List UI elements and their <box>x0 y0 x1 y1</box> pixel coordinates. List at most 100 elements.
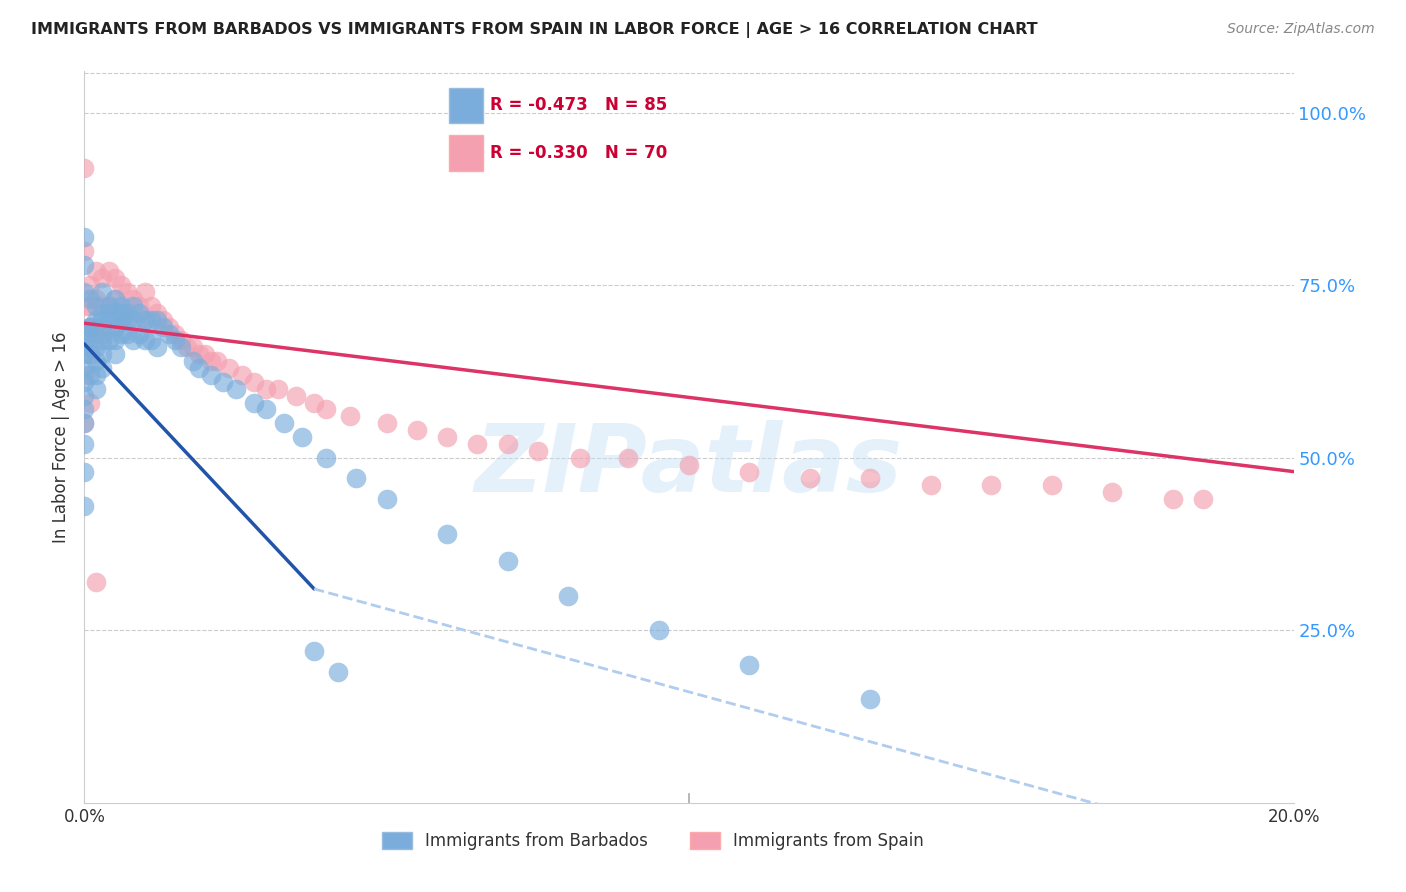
Point <box>115 285 138 300</box>
Point <box>128 326 150 341</box>
Point <box>91 334 114 348</box>
Point <box>557 589 579 603</box>
Point <box>121 312 143 326</box>
Point <box>73 326 96 341</box>
Point <box>496 554 519 568</box>
Point <box>115 312 138 326</box>
Point <box>73 465 96 479</box>
Point <box>73 340 96 354</box>
Point <box>1101 485 1123 500</box>
Point <box>181 340 204 354</box>
Point <box>104 334 127 348</box>
Point <box>212 375 235 389</box>
Point <box>104 271 127 285</box>
Point <box>194 347 217 361</box>
Point <box>91 285 114 300</box>
Point <box>73 161 96 175</box>
Point <box>91 361 114 376</box>
Point <box>738 465 761 479</box>
Point <box>231 368 253 382</box>
Point <box>91 347 114 361</box>
Point <box>110 306 132 320</box>
Text: Source: ZipAtlas.com: Source: ZipAtlas.com <box>1227 22 1375 37</box>
Point <box>146 312 169 326</box>
Point <box>104 306 127 320</box>
Point <box>73 368 96 382</box>
Point <box>859 692 882 706</box>
Point <box>86 312 108 326</box>
Point <box>79 319 101 334</box>
Point <box>91 299 114 313</box>
Point <box>91 271 114 285</box>
Point <box>436 526 458 541</box>
Point <box>738 657 761 672</box>
Point <box>315 450 337 465</box>
Point <box>104 292 127 306</box>
Point <box>139 299 162 313</box>
Point <box>79 395 101 409</box>
Point <box>104 319 127 334</box>
Point <box>104 319 127 334</box>
Point <box>1192 492 1215 507</box>
Point <box>86 340 108 354</box>
Point <box>1040 478 1063 492</box>
Point <box>225 382 247 396</box>
Point <box>165 334 187 348</box>
Point <box>97 334 120 348</box>
Point <box>73 299 96 313</box>
Point <box>73 361 96 376</box>
Point <box>273 417 295 431</box>
Point <box>97 306 120 320</box>
Point <box>285 389 308 403</box>
Point <box>920 478 942 492</box>
Point <box>86 382 108 396</box>
Point <box>467 437 489 451</box>
Point <box>436 430 458 444</box>
Point <box>73 230 96 244</box>
Point <box>200 354 222 368</box>
Point <box>242 395 264 409</box>
Point <box>86 292 108 306</box>
Point <box>139 312 162 326</box>
Point <box>1161 492 1184 507</box>
Point <box>188 347 211 361</box>
Point <box>73 389 96 403</box>
Point <box>86 574 108 589</box>
Point <box>91 319 114 334</box>
Point <box>73 499 96 513</box>
Point <box>207 354 229 368</box>
Point <box>91 326 114 341</box>
Point <box>104 347 127 361</box>
Point <box>86 354 108 368</box>
Point <box>79 347 101 361</box>
Point <box>146 340 169 354</box>
Text: IMMIGRANTS FROM BARBADOS VS IMMIGRANTS FROM SPAIN IN LABOR FORCE | AGE > 16 CORR: IMMIGRANTS FROM BARBADOS VS IMMIGRANTS F… <box>31 22 1038 38</box>
Point <box>115 312 138 326</box>
Point <box>97 299 120 313</box>
Point <box>152 312 174 326</box>
Point <box>110 306 132 320</box>
Point <box>79 319 101 334</box>
Point <box>110 278 132 293</box>
Point <box>79 368 101 382</box>
Point <box>200 368 222 382</box>
Point <box>86 299 108 313</box>
Point <box>79 319 101 334</box>
Point <box>267 382 290 396</box>
Point <box>121 299 143 313</box>
Point <box>97 299 120 313</box>
Point <box>91 312 114 326</box>
Point <box>86 326 108 341</box>
Y-axis label: In Labor Force | Age > 16: In Labor Force | Age > 16 <box>52 331 70 543</box>
Point <box>254 382 277 396</box>
Point <box>302 395 325 409</box>
Point <box>73 437 96 451</box>
Point <box>115 306 138 320</box>
Legend: Immigrants from Barbados, Immigrants from Spain: Immigrants from Barbados, Immigrants fro… <box>375 825 931 856</box>
Point <box>157 319 180 334</box>
Point <box>346 471 368 485</box>
Point <box>91 306 114 320</box>
Point <box>97 264 120 278</box>
Point <box>980 478 1002 492</box>
Point <box>73 417 96 431</box>
